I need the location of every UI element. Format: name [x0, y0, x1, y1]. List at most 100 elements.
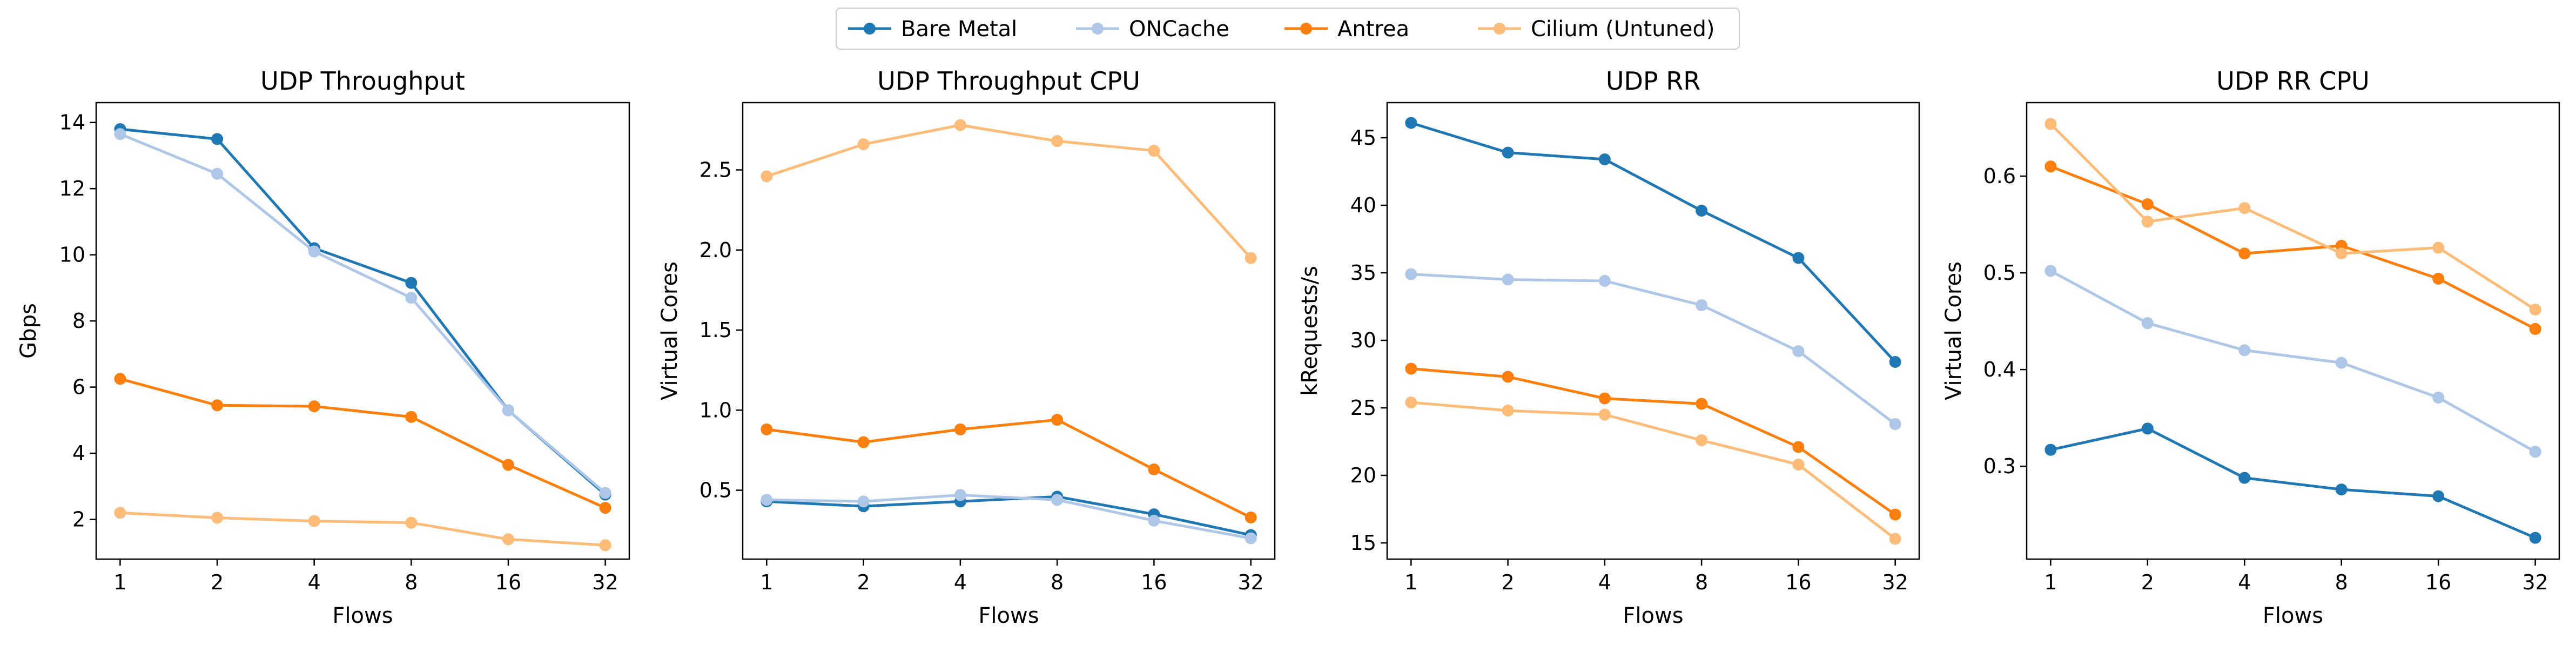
series-line-bare-metal: [1410, 122, 1896, 363]
chart-title: UDP RR: [1606, 66, 1700, 96]
data-point-oncache: [761, 494, 773, 506]
chart-title: UDP RR CPU: [2216, 66, 2370, 96]
series-oncache: [1405, 268, 1901, 430]
data-point-oncache: [1792, 345, 1805, 357]
data-point-antrea: [502, 459, 514, 471]
data-point-cilium-untuned: [1889, 533, 1901, 545]
y-tick-label: 4: [72, 441, 85, 465]
chart-panel-udp-rr-cpu: UDP RR CPU 1 2 4 8 16 32 0.3 0.4 0.5 0.6 Flows Virtu…: [1941, 66, 2560, 628]
x-tick-label: 8: [1695, 570, 1708, 594]
series-line-cilium-untuned: [120, 511, 606, 547]
series-line-oncache: [119, 132, 607, 494]
data-point-bare-metal: [2335, 483, 2348, 496]
series-oncache: [114, 128, 611, 499]
series-cilium-untuned: [761, 119, 1257, 264]
data-point-antrea: [599, 502, 611, 514]
y-axis-label: Virtual Cores: [1941, 261, 1966, 400]
series-bare-metal: [1405, 117, 1901, 368]
series-line-antrea: [119, 377, 606, 509]
series-antrea: [114, 373, 611, 514]
legend: Bare Metal ONCache Antrea Cilium (Untune…: [836, 8, 1740, 50]
data-point-antrea: [1696, 398, 1708, 410]
series-oncache: [761, 489, 1257, 545]
y-tick-label: 1.0: [700, 398, 732, 422]
y-tick-label: 25: [1350, 396, 1376, 420]
y-tick-label: 8: [72, 309, 85, 333]
data-point-oncache: [1405, 268, 1417, 280]
data-point-antrea: [1245, 511, 1257, 523]
legend-marker-cilium-untuned: [1494, 23, 1505, 35]
x-tick-label: 1: [1404, 570, 1417, 594]
data-point-antrea: [2141, 198, 2154, 210]
data-point-bare-metal: [1502, 146, 1514, 159]
data-point-bare-metal: [211, 133, 224, 145]
data-point-antrea: [1598, 392, 1611, 405]
data-point-cilium-untuned: [2529, 304, 2541, 316]
y-axis-label: Gbps: [16, 303, 41, 359]
series-bare-metal: [2044, 422, 2541, 544]
x-tick-label: 16: [495, 570, 521, 594]
series-line-antrea: [2050, 165, 2536, 331]
x-tick-label: 16: [1785, 570, 1811, 594]
data-point-oncache: [211, 167, 224, 180]
y-tick-label: 2.0: [700, 238, 732, 262]
series-line-bare-metal: [120, 127, 607, 496]
data-point-antrea: [2432, 272, 2445, 285]
data-point-bare-metal: [1696, 205, 1708, 217]
x-tick-label: 32: [1882, 570, 1908, 594]
data-point-cilium-untuned: [1051, 135, 1064, 147]
y-axis-label: kRequests/s: [1297, 266, 1322, 396]
legend-label-antrea: Antrea: [1337, 17, 1409, 42]
x-tick-label: 4: [1598, 570, 1611, 594]
data-point-oncache: [2335, 357, 2348, 369]
series-cilium-untuned: [2044, 118, 2541, 316]
data-point-bare-metal: [2141, 422, 2154, 435]
x-tick-label: 1: [113, 570, 126, 594]
data-point-antrea: [1792, 441, 1805, 453]
data-point-oncache: [1696, 299, 1708, 311]
data-point-cilium-untuned: [1502, 405, 1514, 416]
data-point-antrea: [761, 423, 773, 435]
data-point-antrea: [857, 436, 870, 448]
data-point-antrea: [1889, 508, 1901, 521]
data-point-cilium-untuned: [954, 119, 966, 131]
legend-marker-antrea: [1300, 23, 1312, 35]
x-tick-label: 16: [2425, 570, 2451, 594]
data-point-cilium-untuned: [502, 533, 514, 546]
data-point-oncache: [2044, 265, 2057, 277]
series-antrea: [761, 414, 1257, 523]
data-point-cilium-untuned: [2238, 202, 2251, 214]
data-point-oncache: [2141, 317, 2154, 330]
data-point-antrea: [308, 400, 320, 413]
chart-panel-udp-rr: UDP RR 1 2 4 8 16 32 15 20 25 30 35 40 45 Flows kReques…: [1297, 66, 1920, 628]
data-point-bare-metal: [1792, 252, 1805, 264]
data-point-cilium-untuned: [1696, 434, 1708, 446]
data-point-oncache: [1148, 514, 1160, 527]
y-axis-label: Virtual Cores: [657, 261, 682, 400]
plot-area-frame: [742, 102, 1276, 560]
y-tick-label: 0.5: [700, 479, 732, 502]
series-line-cilium-untuned: [1411, 401, 1896, 540]
y-tick-label: 35: [1350, 261, 1376, 285]
data-point-oncache: [954, 489, 966, 501]
data-point-antrea: [1502, 371, 1514, 383]
series-antrea: [1405, 362, 1901, 521]
series-line-cilium-untuned: [766, 124, 1252, 259]
data-point-antrea: [1405, 362, 1417, 375]
y-tick-label: 14: [59, 111, 85, 135]
y-tick-label: 0.3: [1983, 454, 2016, 478]
x-axis-label: Flows: [2263, 603, 2323, 628]
x-tick-label: 4: [308, 570, 321, 594]
x-axis-label: Flows: [332, 603, 393, 628]
data-point-antrea: [405, 411, 418, 423]
data-point-antrea: [1148, 463, 1160, 475]
legend-entry-oncache: ONCache: [1076, 17, 1229, 42]
x-tick-label: 2: [211, 570, 224, 594]
y-tick-label: 30: [1350, 328, 1376, 352]
legend-entry-bare-metal: Bare Metal: [848, 17, 1017, 42]
data-point-oncache: [405, 292, 418, 304]
y-tick-label: 2.5: [700, 158, 732, 182]
plot-area-frame: [95, 102, 630, 560]
